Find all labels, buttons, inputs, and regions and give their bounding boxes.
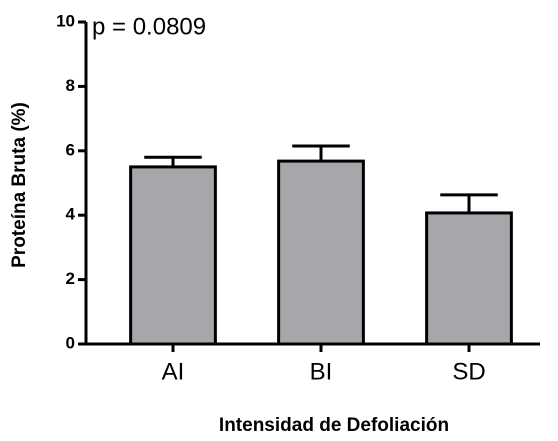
y-tick-label: 0 [66,333,75,352]
bar [129,165,217,346]
y-tick-label: 10 [56,11,75,30]
x-axis-label: Intensidad de Defoliación [219,415,449,436]
annotation: p = 0.0809 [92,13,206,40]
x-tick-label: AI [162,358,185,385]
y-tick-label: 2 [66,269,75,288]
y-tick-label: 8 [66,76,75,95]
bar [277,159,365,346]
y-tick-label: 4 [66,205,76,224]
x-tick-label: BI [310,358,333,385]
y-axis-label: Proteína Bruta (%) [9,102,30,268]
x-tick-label: SD [452,358,485,385]
y-tick-label: 6 [66,140,75,159]
bar [425,211,513,346]
